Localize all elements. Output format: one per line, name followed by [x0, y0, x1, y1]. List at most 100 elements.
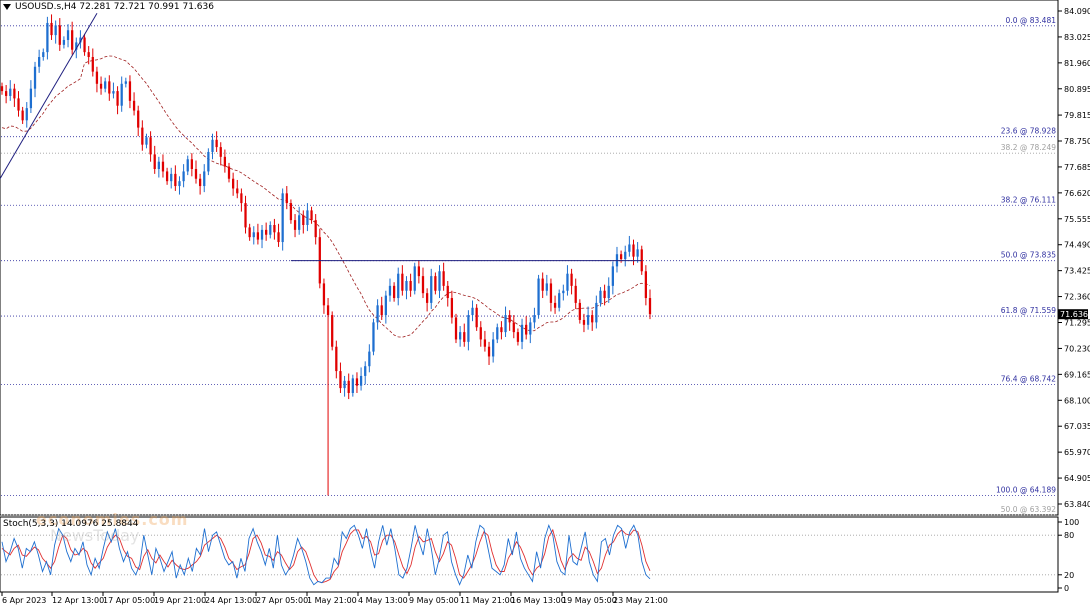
- candle-body: [62, 39, 66, 45]
- fib-level-label: 50.0 @ 73.835: [1001, 251, 1056, 260]
- candle-body: [566, 273, 569, 291]
- fib-level-label: 0.0 @ 83.481: [1006, 16, 1057, 25]
- candle-body: [240, 193, 243, 204]
- candle-body: [227, 166, 231, 179]
- candle-body: [558, 293, 561, 308]
- y-tick-label: 67.035: [1064, 422, 1090, 431]
- candle-body: [95, 71, 99, 84]
- candle-body: [413, 266, 416, 291]
- candle-body: [525, 324, 528, 335]
- candle-body: [248, 227, 251, 238]
- fib-level-label: 100.0 @ 64.189: [996, 486, 1056, 495]
- x-tick-label: 17 Apr 05:00: [103, 596, 155, 605]
- stochastic-oscillator: 100 80 20 0: [1, 518, 1079, 593]
- candle-body: [42, 52, 45, 58]
- candle-body: [644, 271, 648, 299]
- candle-body: [326, 305, 330, 316]
- candle-body: [425, 293, 429, 303]
- candle-body: [186, 159, 189, 172]
- candle-body: [33, 66, 37, 89]
- candle-body: [161, 161, 165, 172]
- candle-body: [628, 244, 631, 252]
- candle-body: [537, 278, 540, 316]
- symbol-label: USOUSD.s,H4: [15, 2, 77, 12]
- candle-body: [492, 339, 495, 357]
- candle-body: [351, 378, 354, 393]
- candle-body: [132, 100, 136, 111]
- candle-body: [54, 25, 57, 36]
- candle-body: [285, 193, 288, 204]
- y-tick-label: 81.960: [1064, 59, 1090, 68]
- candle-body: [9, 88, 12, 96]
- candlesticks: [0, 14, 652, 496]
- candle-body: [128, 81, 132, 101]
- candle-body: [83, 37, 86, 53]
- candle-body: [533, 315, 536, 323]
- stoch-tick-label: 80: [1064, 531, 1074, 540]
- candle-body: [25, 108, 28, 121]
- candle-body: [599, 290, 602, 303]
- x-tick-label: 4 May 13:00: [358, 596, 408, 605]
- candle-body: [260, 229, 264, 240]
- candle-body: [66, 30, 70, 40]
- candle-body: [298, 215, 301, 230]
- stoch-tick-label: 0: [1064, 584, 1069, 593]
- candle-body: [244, 203, 247, 228]
- fib-level-label: 50.0 @ 63.392: [1001, 505, 1056, 514]
- candle-body: [215, 139, 218, 148]
- candle-body: [265, 229, 268, 235]
- candle-body: [112, 91, 115, 94]
- price-axis: 84.090 83.025 81.960 80.895 79.815 78.750 77.6…: [1058, 7, 1090, 509]
- candle-body: [500, 327, 503, 333]
- candle-body: [99, 83, 103, 89]
- current-price-label: 71.636: [1060, 310, 1088, 319]
- candle-body: [442, 271, 445, 286]
- moving-average: [1, 55, 651, 338]
- candle-body: [38, 57, 41, 67]
- candle-body: [603, 290, 606, 299]
- candle-body: [586, 315, 590, 325]
- candle-body: [339, 371, 342, 389]
- candle-body: [50, 22, 53, 36]
- y-tick-label: 71.295: [1064, 319, 1090, 328]
- candle-body: [153, 154, 156, 170]
- candle-body: [170, 173, 173, 182]
- candle-body: [231, 178, 235, 189]
- candle-body: [194, 169, 198, 179]
- candle-body: [149, 137, 152, 155]
- candle-body: [459, 332, 462, 340]
- current-price-box: [1058, 309, 1088, 320]
- candle-body: [516, 332, 520, 342]
- candle-body: [120, 83, 123, 106]
- candle-body: [562, 290, 565, 294]
- candle-body: [364, 366, 367, 376]
- candle-body: [553, 302, 557, 308]
- candle-body: [450, 298, 454, 318]
- candle-body: [479, 327, 482, 340]
- dropdown-triangle-icon[interactable]: [3, 3, 11, 10]
- candle-body: [223, 156, 227, 167]
- candle-body: [252, 232, 255, 238]
- candle-body: [467, 315, 470, 342]
- y-tick-label: 76.620: [1064, 189, 1090, 198]
- stoch-tick-label: 100: [1064, 518, 1079, 527]
- y-tick-label: 65.970: [1064, 448, 1090, 457]
- x-tick-label: 11 May 21:00: [460, 596, 515, 605]
- candle-body: [549, 283, 553, 303]
- candle-body: [582, 319, 586, 325]
- candle-body: [483, 339, 487, 347]
- candle-body: [277, 232, 280, 243]
- candle-body: [314, 220, 317, 238]
- fib-levels: 0.0 @ 83.481 23.6 @ 78.928 38.2 @ 78.249 38…: [1, 16, 1057, 516]
- candle-body: [355, 378, 359, 386]
- candle-body: [611, 266, 614, 286]
- y-tick-label: 69.165: [1064, 370, 1090, 379]
- candle-body: [4, 91, 8, 96]
- candle-body: [79, 37, 82, 43]
- candle-body: [310, 210, 313, 221]
- candle-body: [421, 276, 425, 294]
- candle-body: [273, 224, 276, 233]
- price-panel: [0, 0, 1059, 516]
- candle-body: [648, 298, 652, 315]
